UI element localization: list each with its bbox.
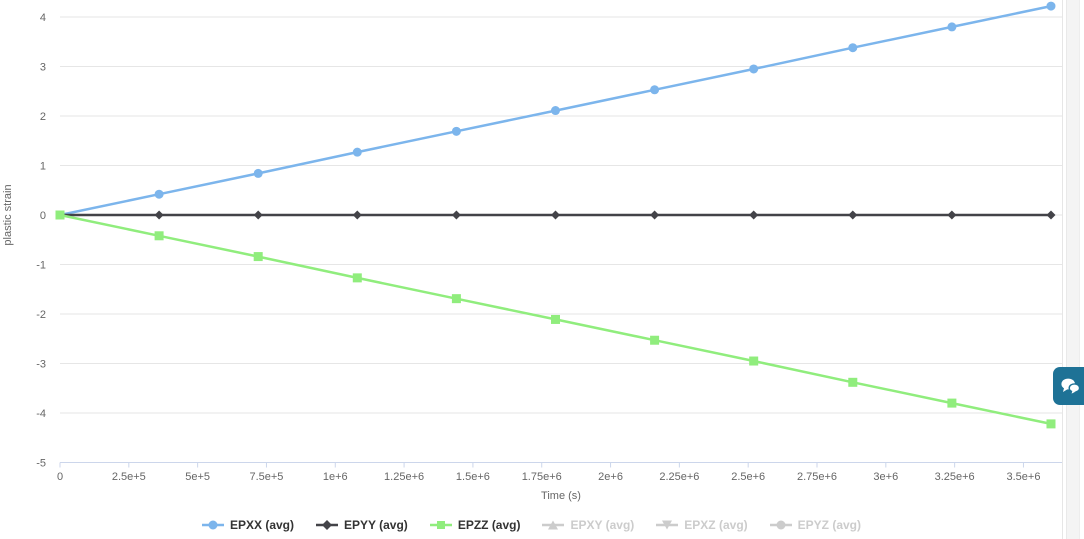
data-point-marker[interactable] [154, 231, 164, 241]
x-axis-title: Time (s) [541, 490, 581, 502]
y-axis-title: plastic strain [2, 184, 14, 245]
data-point-marker[interactable] [947, 22, 957, 32]
legend-label: EPYZ (avg) [797, 518, 862, 532]
legend-item-epyy-avg[interactable]: EPYY (avg) [315, 518, 408, 532]
x-tick-label: 1.5e+6 [456, 471, 490, 483]
circle-marker-icon [769, 520, 792, 530]
data-point-marker[interactable] [451, 294, 461, 304]
x-tick-label: 2.5e+6 [731, 471, 765, 483]
data-point-marker[interactable] [253, 210, 263, 220]
data-point-marker[interactable] [650, 85, 660, 95]
data-point-marker[interactable] [650, 210, 660, 220]
chat-button[interactable] [1053, 367, 1084, 405]
x-tick-label: 3e+6 [873, 471, 898, 483]
chart-legend: EPXX (avg) EPYY (avg) EPZZ (avg) [0, 518, 1062, 532]
legend-item-epxz-avg[interactable]: EPXZ (avg) [655, 518, 748, 532]
data-point-marker[interactable] [55, 210, 65, 220]
x-tick-label: 2.5e+5 [112, 471, 146, 483]
diamond-marker-icon [316, 520, 338, 530]
circle-marker-icon [201, 520, 224, 530]
y-tick-label: -2 [36, 309, 46, 321]
data-point-marker[interactable] [253, 168, 263, 178]
data-point-marker[interactable] [451, 126, 461, 136]
data-point-marker[interactable] [550, 106, 560, 116]
y-tick-label: -1 [36, 260, 46, 272]
data-point-marker[interactable] [848, 210, 858, 220]
x-tick-label: 1.75e+6 [522, 471, 562, 483]
data-point-marker[interactable] [352, 273, 362, 283]
legend-label: EPZZ (avg) [457, 518, 521, 532]
x-tick-label: 0 [57, 471, 63, 483]
data-point-marker[interactable] [848, 43, 858, 53]
data-point-marker[interactable] [749, 64, 759, 74]
x-tick-label: 7.5e+5 [249, 471, 283, 483]
triangle-marker-icon [542, 520, 565, 530]
y-tick-label: -4 [36, 408, 46, 420]
x-tick-label: 1e+6 [323, 471, 348, 483]
x-tick-label: 2.25e+6 [659, 471, 699, 483]
x-tick-label: 2.75e+6 [797, 471, 837, 483]
legend-label: EPXY (avg) [570, 518, 635, 532]
data-point-marker[interactable] [154, 189, 164, 199]
y-tick-label: -5 [36, 458, 46, 470]
y-tick-label: 2 [40, 111, 46, 123]
y-tick-label: 3 [40, 62, 46, 74]
data-point-marker[interactable] [749, 356, 759, 366]
y-tick-label: 4 [40, 12, 46, 24]
legend-item-epyz-avg[interactable]: EPYZ (avg) [769, 518, 861, 532]
square-marker-icon [429, 521, 452, 529]
data-point-marker[interactable] [154, 210, 164, 220]
data-point-marker[interactable] [352, 147, 362, 157]
data-point-marker[interactable] [253, 252, 263, 262]
data-point-marker[interactable] [947, 210, 957, 220]
data-point-marker[interactable] [1046, 419, 1056, 429]
data-point-marker[interactable] [650, 335, 660, 345]
x-tick-label: 2e+6 [598, 471, 623, 483]
y-tick-label: 0 [40, 210, 46, 222]
x-tick-label: 3.5e+6 [1006, 471, 1040, 483]
data-point-marker[interactable] [451, 210, 461, 220]
data-point-marker[interactable] [947, 398, 957, 408]
legend-label: EPXX (avg) [229, 518, 294, 532]
data-point-marker[interactable] [1046, 210, 1056, 220]
scrollbar-track[interactable] [1066, 0, 1080, 539]
legend-item-epxy-avg[interactable]: EPXY (avg) [541, 518, 634, 532]
y-tick-label: 1 [40, 161, 46, 173]
data-point-marker[interactable] [352, 210, 362, 220]
y-tick-label: -3 [36, 359, 46, 371]
x-tick-label: 5e+5 [185, 471, 210, 483]
data-point-marker[interactable] [550, 210, 560, 220]
x-tick-label: 1.25e+6 [384, 471, 424, 483]
data-point-marker[interactable] [848, 377, 858, 387]
data-point-marker[interactable] [1046, 1, 1056, 11]
legend-label: EPXZ (avg) [684, 518, 748, 532]
x-tick-label: 3.25e+6 [935, 471, 975, 483]
legend-item-epzz-avg[interactable]: EPZZ (avg) [429, 518, 521, 532]
legend-item-epxx-avg[interactable]: EPXX (avg) [201, 518, 294, 532]
legend-label: EPYY (avg) [344, 518, 408, 532]
triangle-down-marker-icon [656, 520, 679, 530]
data-point-marker[interactable] [550, 314, 560, 324]
chat-bubble-icon [1061, 378, 1080, 394]
plot-area[interactable]: 4 3 2 1 0 -1 -2 -3 -4 -5 0 2.5e+5 5e+5 7.5e+5 1e+6 1.25… [0, 0, 1062, 512]
data-point-marker[interactable] [749, 210, 759, 220]
